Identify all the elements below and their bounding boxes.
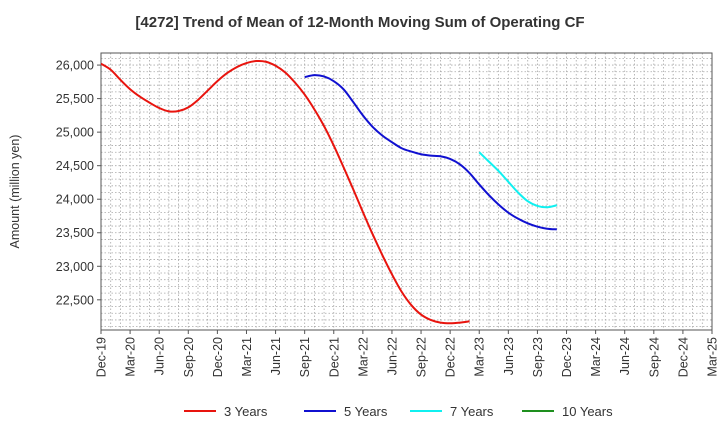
y-tick-label: 25,500 [56, 92, 94, 106]
x-tick-label: Dec-20 [211, 337, 225, 377]
x-tick-label: Mar-20 [124, 337, 138, 377]
x-tick-label: Jun-24 [618, 337, 632, 375]
series-line-3-years [101, 59, 470, 325]
x-tick-label: Sep-23 [531, 337, 545, 377]
legend-label-10-years: 10 Years [562, 404, 613, 419]
chart-title: [4272] Trend of Mean of 12-Month Moving … [135, 14, 585, 31]
x-tick-label: Dec-22 [444, 337, 458, 377]
y-tick-label: 23,000 [56, 260, 94, 274]
x-tick-label: Jun-20 [153, 337, 167, 375]
x-tick-label: Jun-23 [502, 337, 516, 375]
x-tick-label: Sep-21 [298, 337, 312, 377]
x-tick-label: Dec-23 [560, 337, 574, 377]
x-tick-label: Mar-23 [473, 337, 487, 377]
x-tick-label: Mar-21 [240, 337, 254, 377]
series-line-5-years [304, 74, 557, 231]
x-tick-label: Mar-24 [589, 337, 603, 377]
y-tick-label: 25,000 [56, 126, 94, 140]
x-tick-label: Sep-20 [182, 337, 196, 377]
y-tick-label: 24,000 [56, 193, 94, 207]
x-tick-label: Mar-25 [706, 337, 720, 377]
legend-label-3-years: 3 Years [224, 404, 268, 419]
x-tick-label: Mar-22 [356, 337, 370, 377]
y-tick-label: 24,500 [56, 159, 94, 173]
legend-label-7-years: 7 Years [450, 404, 494, 419]
x-tick-label: Jun-22 [385, 337, 399, 375]
x-tick-label: Dec-24 [676, 337, 690, 377]
y-axis-label: Amount (million yen) [8, 135, 22, 249]
x-tick-label: Dec-19 [95, 337, 109, 377]
x-tick-label: Jun-21 [269, 337, 283, 375]
x-tick-label: Dec-21 [327, 337, 341, 377]
x-tick-label: Sep-24 [647, 337, 661, 377]
y-tick-label: 22,500 [56, 293, 94, 307]
series-line-7-years [478, 151, 558, 209]
x-tick-label: Sep-22 [415, 337, 429, 377]
y-tick-label: 26,000 [56, 59, 94, 73]
plot-area [101, 53, 712, 330]
legend-label-5-years: 5 Years [344, 404, 388, 419]
plot-frame [100, 52, 713, 331]
y-tick-label: 23,500 [56, 226, 94, 240]
